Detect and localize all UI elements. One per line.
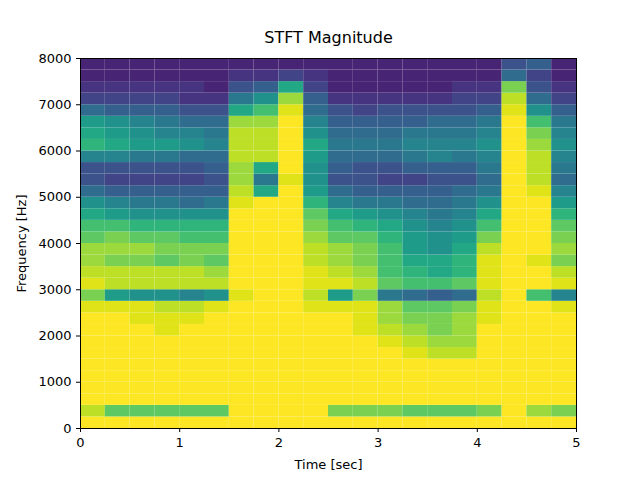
svg-text:2: 2 xyxy=(275,435,283,450)
svg-text:5000: 5000 xyxy=(38,189,71,204)
svg-text:0: 0 xyxy=(63,421,71,436)
svg-text:STFT Magnitude: STFT Magnitude xyxy=(264,28,392,47)
svg-text:6000: 6000 xyxy=(38,143,71,158)
svg-text:8000: 8000 xyxy=(38,51,71,66)
svg-text:3000: 3000 xyxy=(38,282,71,297)
svg-text:Time [sec]: Time [sec] xyxy=(293,457,362,472)
svg-text:3: 3 xyxy=(374,435,382,450)
svg-text:5: 5 xyxy=(572,435,580,450)
svg-text:4: 4 xyxy=(473,435,481,450)
svg-text:0: 0 xyxy=(76,435,84,450)
svg-text:2000: 2000 xyxy=(38,328,71,343)
svg-text:1000: 1000 xyxy=(38,374,71,389)
svg-text:7000: 7000 xyxy=(38,97,71,112)
svg-text:1: 1 xyxy=(176,435,184,450)
svg-text:Frequency [Hz]: Frequency [Hz] xyxy=(14,194,29,292)
svg-text:4000: 4000 xyxy=(38,236,71,251)
